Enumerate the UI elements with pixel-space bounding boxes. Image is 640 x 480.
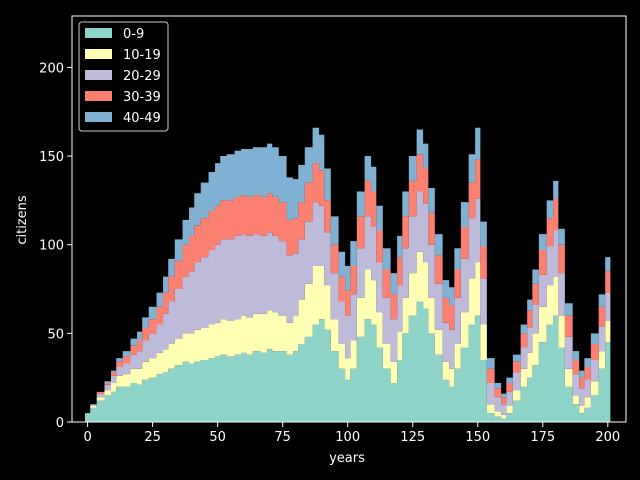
area-series-10-19 — [85, 251, 611, 419]
legend-swatch — [85, 91, 112, 101]
x-tick-label: 75 — [274, 430, 291, 445]
legend-label: 10-19 — [123, 48, 161, 63]
legend-swatch — [85, 70, 112, 80]
x-axis-label: years — [329, 451, 365, 466]
y-tick-label: 0 — [56, 416, 64, 431]
legend-label: 0-9 — [123, 27, 144, 42]
ticks: 0 25 50 75 100 125 150 175 200 0 50 100 150 200 — [39, 61, 620, 445]
x-tick-label: 125 — [400, 430, 425, 445]
x-tick-label: 25 — [144, 430, 161, 445]
legend-swatch — [85, 112, 112, 122]
y-axis-label: citizens — [15, 195, 30, 245]
legend-swatch — [85, 28, 112, 38]
area-series-20-29 — [85, 191, 611, 415]
y-tick-label: 200 — [39, 61, 64, 76]
legend-label: 20-29 — [123, 69, 161, 84]
area-series-40-49 — [85, 127, 611, 414]
x-tick-label: 0 — [83, 430, 91, 445]
x-tick-label: 175 — [530, 430, 555, 445]
x-tick-label: 200 — [595, 430, 620, 445]
legend: 0-9 10-19 20-29 30-39 40-49 — [78, 21, 169, 132]
legend-label: 40-49 — [123, 111, 161, 126]
legend-swatch — [85, 49, 112, 59]
x-tick-label: 50 — [209, 430, 226, 445]
plot-frame — [71, 15, 627, 423]
x-tick-label: 100 — [335, 430, 360, 445]
axes — [71, 15, 627, 423]
series-areas — [85, 127, 611, 422]
legend-label: 30-39 — [123, 90, 161, 105]
y-tick-label: 50 — [47, 327, 64, 342]
area-series-0-9 — [85, 301, 611, 422]
area-series-30-39 — [85, 154, 611, 414]
y-tick-label: 150 — [39, 150, 64, 165]
x-tick-label: 150 — [465, 430, 490, 445]
y-tick-label: 100 — [39, 239, 64, 254]
